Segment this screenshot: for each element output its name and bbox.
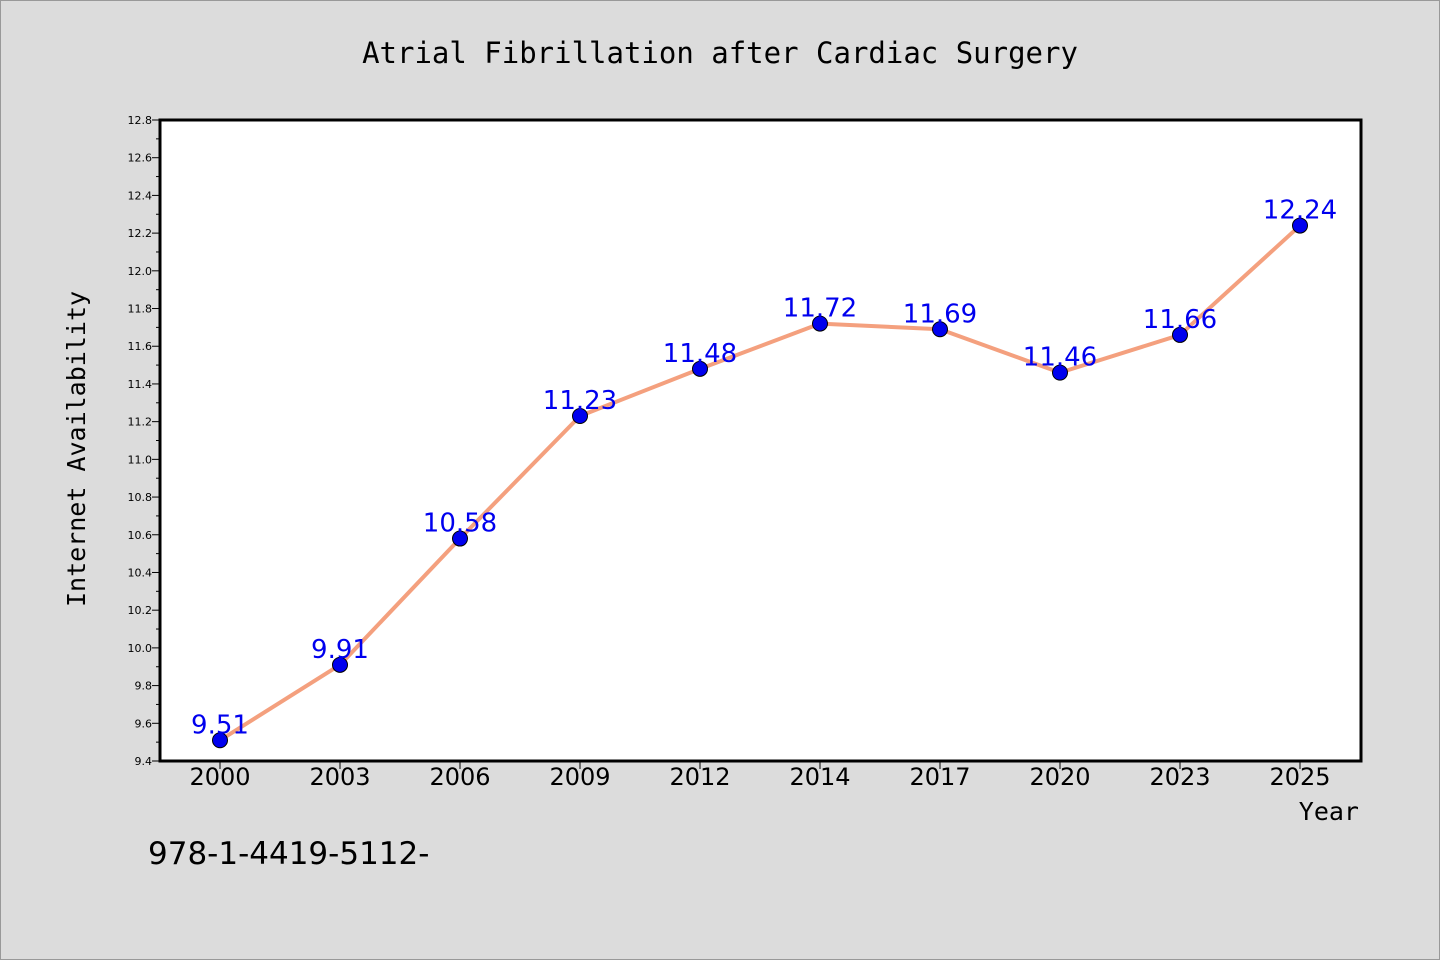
data-point bbox=[812, 315, 828, 332]
data-label: 11.69 bbox=[903, 299, 977, 329]
y-tick-label: 9.4 bbox=[135, 755, 153, 768]
data-label: 11.23 bbox=[543, 386, 617, 416]
x-tick-label: 2014 bbox=[789, 763, 850, 791]
data-label: 10.58 bbox=[423, 509, 497, 539]
x-tick-label: 2023 bbox=[1149, 763, 1210, 791]
data-point bbox=[572, 407, 588, 424]
data-point bbox=[452, 530, 468, 547]
x-tick-label: 2000 bbox=[189, 763, 250, 791]
series-line bbox=[218, 224, 1302, 742]
chart-title: Atrial Fibrillation after Cardiac Surger… bbox=[362, 36, 1078, 70]
y-axis-label: Internet Availability bbox=[62, 291, 91, 607]
series-layer bbox=[212, 217, 1308, 749]
data-point bbox=[1292, 217, 1308, 234]
x-tick-label: 2017 bbox=[909, 763, 970, 791]
y-tick-label: 10.4 bbox=[128, 566, 153, 579]
y-tick-label: 10.0 bbox=[128, 642, 153, 655]
y-tick-label: 12.2 bbox=[128, 227, 153, 240]
data-point bbox=[932, 321, 948, 338]
data-point bbox=[1052, 364, 1068, 381]
data-label: 9.51 bbox=[191, 710, 249, 740]
y-tick-label: 12.4 bbox=[128, 189, 153, 202]
data-label: 11.46 bbox=[1023, 343, 1097, 373]
x-tick-label: 2012 bbox=[669, 763, 730, 791]
axis-ticks: 9.4 9.6 9.8 10.0 10.2 10.4 10.6 10.8 11.0 11.2 11.… bbox=[128, 114, 1331, 791]
footer-code: 978-1-4419-5112- bbox=[148, 836, 429, 872]
x-tick-label: 2020 bbox=[1029, 763, 1090, 791]
data-label: 12.24 bbox=[1263, 196, 1337, 226]
data-label: 11.48 bbox=[663, 339, 737, 369]
y-tick-label: 11.4 bbox=[128, 378, 153, 391]
x-tick-label: 2003 bbox=[309, 763, 370, 791]
x-tick-label: 2006 bbox=[429, 763, 490, 791]
y-tick-label: 11.6 bbox=[128, 340, 153, 353]
y-tick-label: 12.8 bbox=[128, 114, 153, 127]
plot-area bbox=[158, 118, 1363, 763]
data-point bbox=[692, 360, 708, 377]
y-tick-label: 9.6 bbox=[135, 717, 153, 730]
y-tick-label: 9.8 bbox=[135, 680, 153, 693]
y-tick-label: 10.8 bbox=[128, 491, 153, 504]
y-tick-label: 11.0 bbox=[128, 453, 153, 466]
y-tick-label: 12.6 bbox=[128, 152, 153, 165]
x-tick-label: 2025 bbox=[1269, 763, 1330, 791]
y-tick-label: 11.8 bbox=[128, 303, 153, 316]
data-labels: 9.51 9.91 10.58 11.23 11.48 11.72 11.69 11.46 11… bbox=[191, 196, 1337, 741]
y-tick-label: 10.2 bbox=[128, 604, 153, 617]
data-point bbox=[1172, 326, 1188, 343]
y-tick-label: 12.0 bbox=[128, 265, 153, 278]
y-tick-label: 10.6 bbox=[128, 529, 153, 542]
data-point bbox=[332, 656, 348, 673]
y-tick-label: 11.2 bbox=[128, 416, 153, 429]
data-label: 9.91 bbox=[311, 635, 369, 665]
data-label: 11.72 bbox=[783, 294, 857, 324]
data-point bbox=[212, 732, 228, 749]
data-label: 11.66 bbox=[1143, 305, 1217, 335]
x-axis-label: Year bbox=[1299, 797, 1359, 826]
x-tick-label: 2009 bbox=[549, 763, 610, 791]
